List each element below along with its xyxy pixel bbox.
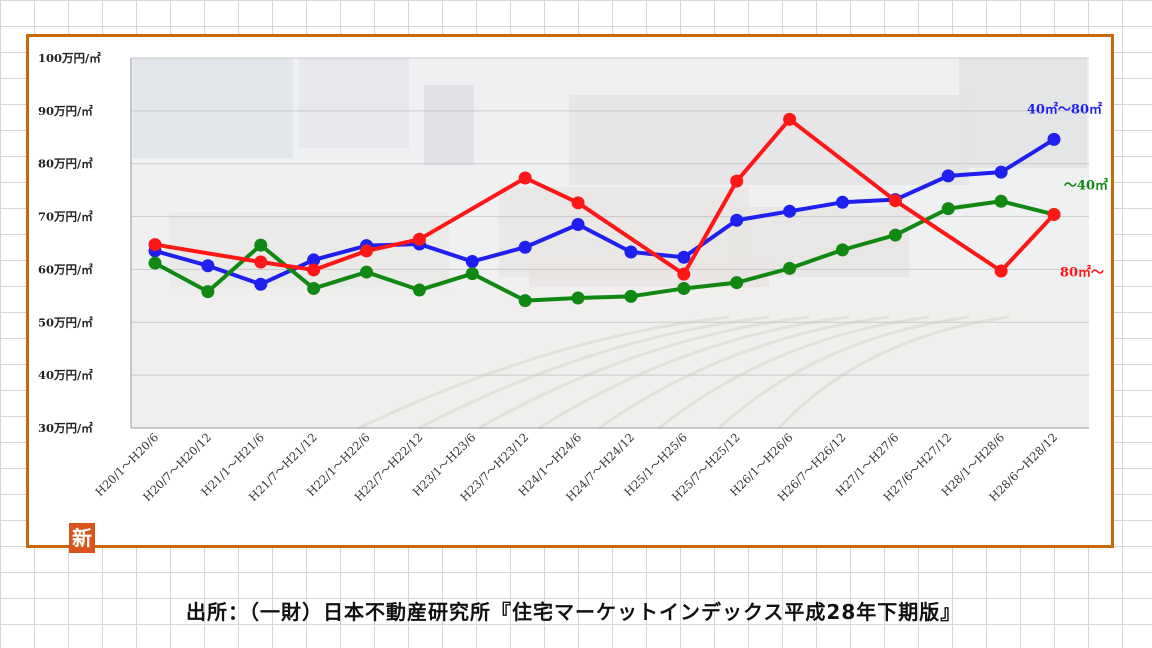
- data-point: [677, 250, 691, 264]
- data-point: [571, 196, 585, 210]
- source-citation: 出所：（一財）日本不動産研究所『住宅マーケットインデックス平成28年下期版』: [186, 600, 962, 624]
- line-chart: 100万円/㎡ 90万円/㎡ 80万円/㎡ 70万円/㎡ 60万円/㎡ 50万円/㎡ 40万…: [38, 51, 1108, 504]
- y-tick-label: 100万円/㎡: [38, 51, 101, 65]
- data-point: [254, 238, 268, 252]
- data-point: [571, 291, 585, 305]
- data-point: [941, 202, 955, 216]
- data-point: [412, 232, 426, 246]
- data-point: [148, 256, 162, 270]
- data-point: [465, 267, 479, 281]
- background-block: [169, 212, 449, 292]
- background-block: [133, 58, 293, 158]
- data-point: [360, 244, 374, 258]
- data-point: [518, 294, 532, 308]
- data-point: [518, 171, 532, 185]
- data-point: [888, 228, 902, 242]
- background-block: [299, 58, 409, 148]
- y-tick-label: 70万円/㎡: [38, 210, 93, 224]
- data-point: [677, 281, 691, 295]
- background-block: [959, 58, 1087, 168]
- data-point: [254, 277, 268, 291]
- chart-frame: 100万円/㎡ 90万円/㎡ 80万円/㎡ 70万円/㎡ 60万円/㎡ 50万円/㎡ 40万…: [26, 34, 1114, 553]
- y-tick-label: 90万円/㎡: [38, 104, 93, 118]
- series-label: 40㎡～80㎡: [1027, 101, 1102, 117]
- series-3: 80㎡～: [148, 112, 1104, 281]
- data-point: [360, 265, 374, 279]
- data-point: [888, 194, 902, 208]
- data-point: [254, 255, 268, 269]
- data-point: [201, 259, 215, 273]
- data-point: [624, 245, 638, 259]
- data-point: [1047, 207, 1061, 221]
- background-block: [424, 85, 474, 165]
- series-line: [153, 199, 1056, 303]
- data-point: [201, 285, 215, 299]
- background-track: [538, 315, 850, 430]
- data-point: [783, 204, 797, 218]
- y-tick-label: 40万円/㎡: [38, 368, 93, 382]
- data-point: [148, 238, 162, 252]
- background-photo: [131, 58, 1089, 430]
- data-point: [307, 263, 321, 277]
- data-point: [1047, 132, 1061, 146]
- data-point: [730, 174, 744, 188]
- data-point: [730, 276, 744, 290]
- y-tick-label: 50万円/㎡: [38, 315, 93, 329]
- series-label: ～40㎡: [1064, 177, 1108, 193]
- data-point: [941, 169, 955, 183]
- data-point: [835, 195, 849, 209]
- background-block: [133, 287, 1087, 428]
- data-point: [624, 289, 638, 303]
- background-track: [358, 315, 730, 430]
- background-track: [658, 315, 930, 430]
- y-tick-label: 60万円/㎡: [38, 262, 93, 276]
- x-axis: H20/1～H20/6H20/7～H20/12H21/1～H21/6H21/7～…: [92, 430, 1060, 504]
- logo-badge: 新: [69, 523, 95, 553]
- y-axis: 100万円/㎡ 90万円/㎡ 80万円/㎡ 70万円/㎡ 60万円/㎡ 50万円/㎡ 40万…: [38, 51, 1089, 435]
- background-track: [478, 315, 810, 430]
- data-point: [412, 283, 426, 297]
- y-tick-label: 30万円/㎡: [38, 421, 93, 435]
- background-block: [569, 95, 969, 185]
- y-tick-label: 80万円/㎡: [38, 157, 93, 171]
- background-track: [418, 315, 770, 430]
- data-point: [677, 267, 691, 281]
- data-point: [307, 281, 321, 295]
- series-line: [153, 137, 1056, 287]
- data-point: [994, 165, 1008, 179]
- data-point: [835, 243, 849, 257]
- data-point: [571, 218, 585, 231]
- data-point: [518, 240, 532, 254]
- data-point: [783, 112, 797, 126]
- series-2: ～40㎡: [148, 177, 1108, 308]
- data-point: [783, 261, 797, 275]
- data-point: [994, 264, 1008, 278]
- data-point: [730, 213, 744, 227]
- background-track: [717, 315, 970, 430]
- data-point: [307, 253, 321, 267]
- data-point: [465, 255, 479, 268]
- series-label: 80㎡～: [1060, 264, 1104, 280]
- background-track: [598, 315, 890, 430]
- data-point: [994, 194, 1008, 208]
- background-track: [777, 315, 1010, 430]
